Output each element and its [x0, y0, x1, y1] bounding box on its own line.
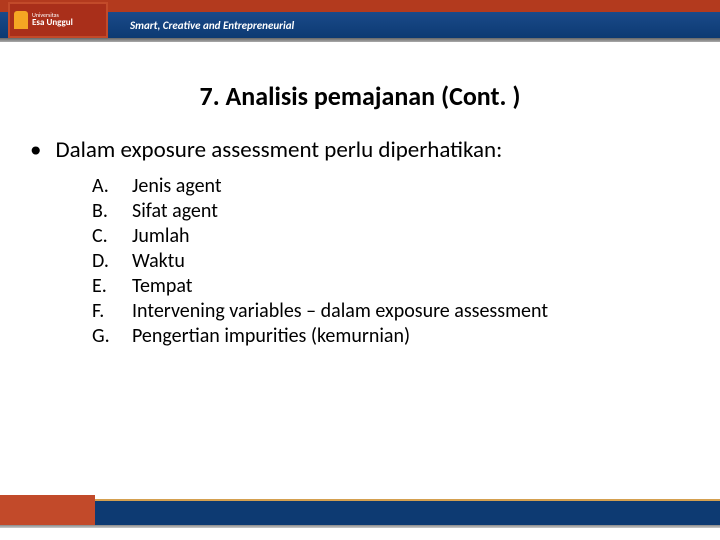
list-letter: A. [92, 174, 122, 198]
bullet-marker: • [30, 136, 41, 164]
list-letter: D. [92, 249, 122, 273]
slide-content: 7. Analisis pemajanan (Cont. ) • Dalam e… [0, 80, 720, 349]
list-text: Waktu [132, 249, 185, 273]
list-letter: E. [92, 274, 122, 298]
list-item: C. Jumlah [92, 224, 684, 248]
list-text: Jenis agent [132, 174, 222, 198]
footer-orange-block [0, 495, 95, 525]
list-letter: C. [92, 224, 122, 248]
list-text: Tempat [132, 274, 193, 298]
list-item: D. Waktu [92, 249, 684, 273]
list-letter: F. [92, 299, 122, 323]
footer-bottom-line [0, 525, 720, 528]
list-item: B. Sifat agent [92, 199, 684, 223]
list-text: Sifat agent [132, 199, 218, 223]
header-bottom-border [0, 38, 720, 42]
list-letter: G. [92, 324, 122, 348]
header-blue-bar: Smart, Creative and Entrepreneurial [0, 12, 720, 38]
slide-footer [0, 490, 720, 540]
list-text: Intervening variables – dalam exposure a… [132, 299, 548, 323]
logo-icon [14, 11, 28, 29]
list-item: G. Pengertian impurities (kemurnian) [92, 324, 684, 348]
slide-title: 7. Analisis pemajanan (Cont. ) [36, 80, 684, 112]
main-bullet-text: Dalam exposure assessment perlu diperhat… [55, 136, 502, 164]
list-item: E. Tempat [92, 274, 684, 298]
main-bullet-row: • Dalam exposure assessment perlu diperh… [36, 136, 684, 164]
logo-text: Universitas Esa Unggul [32, 12, 73, 28]
sub-list: A. Jenis agent B. Sifat agent C. Jumlah … [92, 174, 684, 348]
list-item: F. Intervening variables – dalam exposur… [92, 299, 684, 323]
logo-box: Universitas Esa Unggul [8, 2, 108, 38]
slide-header: Universitas Esa Unggul Smart, Creative a… [0, 0, 720, 44]
list-text: Jumlah [132, 224, 190, 248]
tagline: Smart, Creative and Entrepreneurial [130, 19, 294, 32]
list-text: Pengertian impurities (kemurnian) [132, 324, 410, 348]
footer-blue-bar [18, 499, 720, 525]
list-letter: B. [92, 199, 122, 223]
logo-university-name: Esa Unggul [32, 18, 73, 28]
header-orange-bar [0, 0, 720, 12]
list-item: A. Jenis agent [92, 174, 684, 198]
